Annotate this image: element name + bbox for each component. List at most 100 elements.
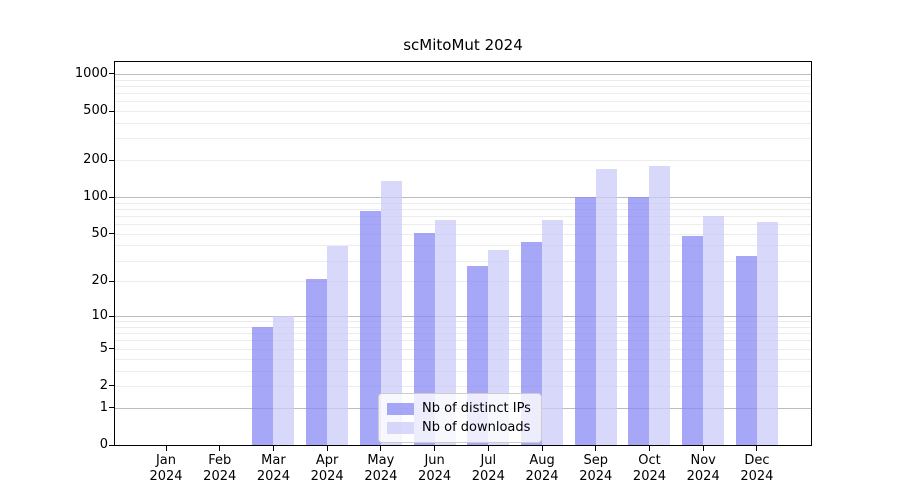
bar-nb-of-downloads-mar xyxy=(273,316,295,445)
grid-line-400 xyxy=(115,122,811,124)
grid-line-60 xyxy=(115,224,811,226)
x-tick-mark xyxy=(380,446,382,451)
grid-line-20 xyxy=(115,281,811,283)
x-tick-label-apr: Apr 2024 xyxy=(310,453,344,484)
y-tick-mark xyxy=(109,280,114,282)
legend: Nb of distinct IPs Nb of downloads xyxy=(378,393,542,443)
y-tick-label-200: 200 xyxy=(83,152,108,168)
grid-line-9 xyxy=(115,321,811,323)
bar-nb-of-distinct-ips-mar xyxy=(252,326,274,445)
bar-nb-of-downloads-jun xyxy=(434,219,456,445)
bar-nb-of-downloads-aug xyxy=(542,219,564,445)
plot-area: Nb of distinct IPs Nb of downloads xyxy=(114,61,812,446)
y-tick-label-1: 1 xyxy=(99,399,108,415)
y-tick-label-100: 100 xyxy=(83,189,108,205)
x-tick-mark xyxy=(165,446,167,451)
bar-nb-of-downloads-dec xyxy=(756,222,778,445)
bar-nb-of-distinct-ips-dec xyxy=(735,255,757,445)
x-tick-label-aug: Aug 2024 xyxy=(525,453,559,484)
x-tick-label-sep: Sep 2024 xyxy=(579,453,613,484)
legend-item-downloads: Nb of downloads xyxy=(387,418,531,437)
bar-nb-of-distinct-ips-nov xyxy=(682,235,704,445)
x-tick-mark xyxy=(219,446,221,451)
grid-line-3 xyxy=(115,370,811,372)
y-tick-label-50: 50 xyxy=(91,225,108,241)
y-tick-mark xyxy=(109,444,114,446)
y-tick-mark xyxy=(109,110,114,112)
y-tick-mark xyxy=(109,407,114,409)
x-tick-mark xyxy=(648,446,650,451)
bar-nb-of-downloads-nov xyxy=(703,216,725,445)
x-tick-label-jun: Jun 2024 xyxy=(418,453,452,484)
grid-line-800 xyxy=(115,85,811,87)
y-tick-mark xyxy=(109,196,114,198)
legend-swatch-downloads xyxy=(387,421,414,434)
grid-line-8 xyxy=(115,326,811,328)
x-tick-label-oct: Oct 2024 xyxy=(632,453,667,484)
y-tick-mark xyxy=(109,233,114,235)
y-tick-label-1000: 1000 xyxy=(74,65,108,81)
y-tick-label-10: 10 xyxy=(91,308,108,324)
grid-line-600 xyxy=(115,101,811,103)
bar-nb-of-distinct-ips-oct xyxy=(628,196,650,445)
x-tick-label-nov: Nov 2024 xyxy=(686,453,720,484)
x-tick-label-jan: Jan 2024 xyxy=(149,453,183,484)
grid-line-2 xyxy=(115,385,811,387)
grid-line-50 xyxy=(115,233,811,235)
bar-nb-of-downloads-may xyxy=(380,181,402,445)
legend-item-distinct-ips: Nb of distinct IPs xyxy=(387,399,531,418)
bar-nb-of-distinct-ips-jun xyxy=(413,232,435,445)
grid-line-6 xyxy=(115,340,811,342)
grid-line-80 xyxy=(115,208,811,210)
y-tick-mark xyxy=(109,385,114,387)
x-tick-mark xyxy=(756,446,758,451)
grid-line-500 xyxy=(115,111,811,113)
x-tick-mark xyxy=(541,446,543,451)
grid-line-700 xyxy=(115,92,811,94)
x-tick-mark xyxy=(326,446,328,451)
y-tick-label-5: 5 xyxy=(99,340,108,356)
grid-line-70 xyxy=(115,215,811,217)
y-tick-mark xyxy=(109,159,114,161)
chart-title: scMitoMut 2024 xyxy=(403,36,523,54)
y-tick-mark xyxy=(109,73,114,75)
grid-line-30 xyxy=(115,260,811,262)
y-tick-mark xyxy=(109,348,114,350)
x-tick-label-may: May 2024 xyxy=(364,453,398,484)
x-tick-label-feb: Feb 2024 xyxy=(203,453,237,484)
y-tick-label-500: 500 xyxy=(83,103,108,119)
grid-line-90 xyxy=(115,202,811,204)
legend-label-downloads: Nb of downloads xyxy=(422,420,531,435)
x-tick-mark xyxy=(272,446,274,451)
grid-line-4 xyxy=(115,358,811,360)
x-tick-mark xyxy=(702,446,704,451)
bar-nb-of-distinct-ips-may xyxy=(359,210,381,445)
grid-line-40 xyxy=(115,245,811,247)
x-tick-mark xyxy=(487,446,489,451)
grid-line-100 xyxy=(115,197,811,199)
bar-nb-of-downloads-apr xyxy=(327,245,349,445)
grid-line-200 xyxy=(115,160,811,162)
bar-nb-of-distinct-ips-apr xyxy=(306,278,328,445)
y-tick-label-0: 0 xyxy=(99,437,108,452)
y-tick-label-2: 2 xyxy=(99,377,108,393)
grid-line-10 xyxy=(115,316,811,318)
x-tick-label-dec: Dec 2024 xyxy=(740,453,774,484)
grid-line-300 xyxy=(115,138,811,140)
grid-line-900 xyxy=(115,79,811,81)
grid-line-5 xyxy=(115,348,811,350)
bar-nb-of-downloads-oct xyxy=(649,165,671,445)
bar-nb-of-downloads-sep xyxy=(595,168,617,445)
x-tick-label-mar: Mar 2024 xyxy=(256,453,290,484)
x-tick-mark xyxy=(595,446,597,451)
x-tick-label-jul: Jul 2024 xyxy=(471,453,505,484)
legend-label-distinct-ips: Nb of distinct IPs xyxy=(422,401,531,416)
grid-line-7 xyxy=(115,333,811,335)
y-tick-mark xyxy=(109,315,114,317)
x-tick-mark xyxy=(434,446,436,451)
legend-swatch-distinct-ips xyxy=(387,402,414,415)
y-tick-label-20: 20 xyxy=(91,273,108,289)
bar-nb-of-distinct-ips-sep xyxy=(574,197,596,445)
grid-line-1000 xyxy=(115,73,811,75)
